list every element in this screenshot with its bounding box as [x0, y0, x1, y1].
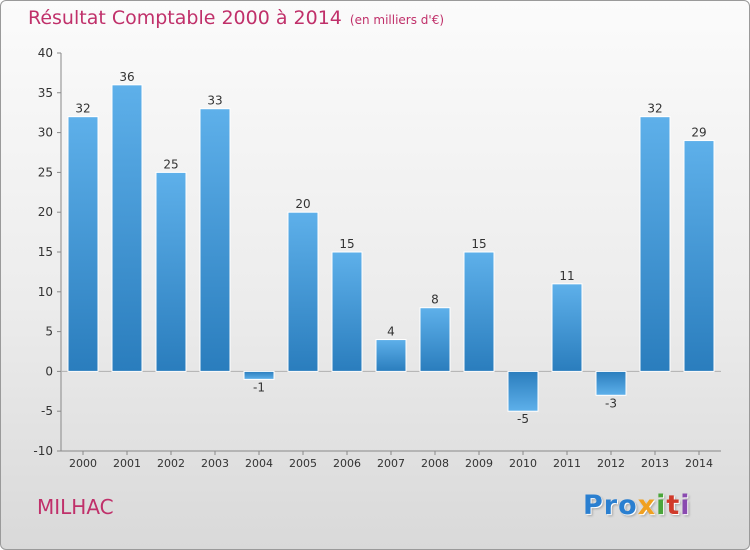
data-label: 25 — [163, 157, 178, 171]
y-tick-label: 35 — [38, 86, 53, 100]
y-tick-label: -10 — [33, 444, 53, 458]
logo-part-2: x — [637, 490, 657, 521]
x-tick-label: 2010 — [509, 457, 537, 470]
bar — [683, 140, 715, 372]
bar — [243, 370, 275, 380]
data-label: 32 — [75, 102, 90, 116]
x-tick-label: 2009 — [465, 457, 493, 470]
bar — [639, 116, 671, 372]
data-label: -5 — [517, 412, 529, 426]
bar — [419, 307, 451, 372]
logo-part-3: i — [656, 490, 667, 521]
x-tick-label: 2003 — [201, 457, 229, 470]
bar — [463, 251, 495, 372]
x-tick-label: 2004 — [245, 457, 273, 470]
data-label: 8 — [431, 293, 439, 307]
x-tick-label: 2012 — [597, 457, 625, 470]
y-tick-label: 10 — [38, 285, 53, 299]
chart-title-text: Résultat Comptable 2000 à 2014 — [28, 7, 342, 29]
axes: -10 -5 0 5 10 15 20 25 30 35 40 2000 2001 2002 2003 200… — [33, 46, 721, 470]
data-label: 15 — [471, 237, 486, 251]
x-tick-label: 2002 — [157, 457, 185, 470]
y-tick-label: 30 — [38, 126, 53, 140]
x-tick-label: 2011 — [553, 457, 581, 470]
bars — [67, 84, 715, 412]
y-tick-label: 20 — [38, 205, 53, 219]
y-tick-label: 5 — [45, 325, 53, 339]
x-tick-label: 2005 — [289, 457, 317, 470]
y-tick-label: 25 — [38, 165, 53, 179]
bar — [507, 370, 539, 412]
data-label: 15 — [339, 237, 354, 251]
x-tick-label: 2007 — [377, 457, 405, 470]
x-tick-label: 2006 — [333, 457, 361, 470]
bar-chart: -10 -5 0 5 10 15 20 25 30 35 40 2000 2001 2002 2003 200… — [33, 46, 721, 470]
bar — [287, 211, 319, 372]
y-tick-label: 15 — [38, 245, 53, 259]
y-tick-label: 0 — [45, 364, 53, 378]
bar — [155, 171, 187, 372]
data-label: -1 — [253, 380, 265, 394]
data-label: 20 — [295, 197, 310, 211]
data-label: 11 — [559, 269, 574, 283]
data-label: 4 — [387, 325, 395, 339]
bar — [595, 370, 627, 396]
bar — [331, 251, 363, 372]
data-label: 33 — [207, 94, 222, 108]
chart-subtitle: (en milliers d'€) — [349, 13, 445, 27]
y-tick-label: 40 — [38, 46, 53, 60]
proxiti-logo: Proxiti — [583, 490, 691, 521]
data-label: -3 — [605, 396, 617, 410]
logo-part-1: Pro — [583, 490, 638, 521]
bar — [551, 283, 583, 372]
bar — [111, 84, 143, 372]
data-labels: 32 36 25 33 -1 20 15 4 8 15 -5 11 -3 32 29 — [75, 70, 706, 426]
x-tick-label: 2013 — [641, 457, 669, 470]
logo-part-5: i — [680, 490, 691, 521]
x-tick-label: 2001 — [113, 457, 141, 470]
data-label: 36 — [119, 70, 134, 84]
data-label: 29 — [691, 126, 706, 140]
logo-part-4: t — [666, 490, 681, 521]
x-tick-label: 2000 — [69, 457, 97, 470]
x-tick-label: 2008 — [421, 457, 449, 470]
data-label: 32 — [647, 102, 662, 116]
bar — [67, 116, 99, 372]
chart-title: Résultat Comptable 2000 à 2014 (en millie… — [28, 7, 444, 29]
x-tick-label: 2014 — [685, 457, 713, 470]
y-tick-label: -5 — [41, 404, 53, 418]
bar — [375, 339, 407, 372]
commune-name: MILHAC — [37, 495, 114, 519]
bar — [199, 108, 231, 372]
